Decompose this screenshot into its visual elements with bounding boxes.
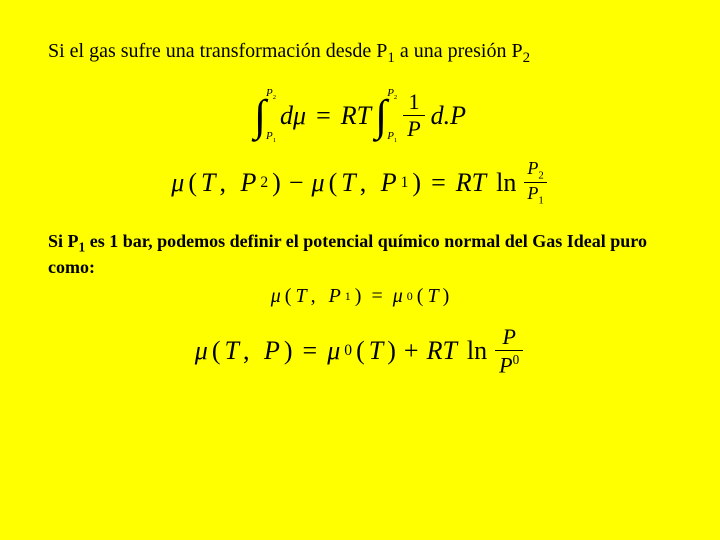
integral-limits-1: P2 P1 xyxy=(266,101,276,130)
eq4-plus: + xyxy=(404,336,419,366)
intro-sub2: 2 xyxy=(523,50,531,66)
equation-2: μ(T, P2) − μ(T, P1) = RT ln P2 P1 xyxy=(48,158,672,208)
eq2-mu1: μ xyxy=(171,168,184,198)
eq2-mu2: μ xyxy=(312,168,325,198)
intro-pre: Si el gas sufre una transformación desde… xyxy=(48,40,387,62)
intro-mid: a una presión P xyxy=(395,40,523,62)
integral-symbol: ∫ xyxy=(254,94,266,138)
eq1-dmu: dμ xyxy=(280,101,306,131)
eq4-frac: P P0 xyxy=(495,326,523,376)
equation-1: ∫ P2 P1 dμ = RT ∫ P2 P1 1 P d.P xyxy=(48,91,672,140)
eq2-equals: = xyxy=(431,168,446,198)
bold-rest: es 1 bar, podemos definir el potencial q… xyxy=(48,231,647,277)
equation-4: μ(T, P) = μ0(T) + RT ln P P0 xyxy=(48,326,672,376)
bold-statement: Si P1 es 1 bar, podemos definir el poten… xyxy=(48,230,672,280)
eq2-frac: P2 P1 xyxy=(524,158,546,208)
eq4-RT: RT xyxy=(427,336,457,366)
eq1-RT: RT xyxy=(341,101,371,131)
eq1-equals: = xyxy=(316,101,331,131)
bold-pre: Si P xyxy=(48,231,79,251)
integral-limits-2: P2 P1 xyxy=(387,101,397,130)
integral-symbol-2: ∫ xyxy=(375,94,387,138)
eq1-frac: 1 P xyxy=(403,91,424,140)
intro-text: Si el gas sufre una transformación desde… xyxy=(48,40,672,67)
eq4-ln: ln xyxy=(467,336,487,366)
eq2-minus: − xyxy=(289,168,304,198)
eq2-RT: RT xyxy=(456,168,486,198)
eq2-ln: ln xyxy=(496,168,516,198)
equation-3: μ(T, P1) = μ0(T) xyxy=(48,285,672,308)
eq1-dP: d.P xyxy=(431,101,466,131)
intro-sub1: 1 xyxy=(387,50,395,66)
eq4-equals: = xyxy=(303,336,318,366)
